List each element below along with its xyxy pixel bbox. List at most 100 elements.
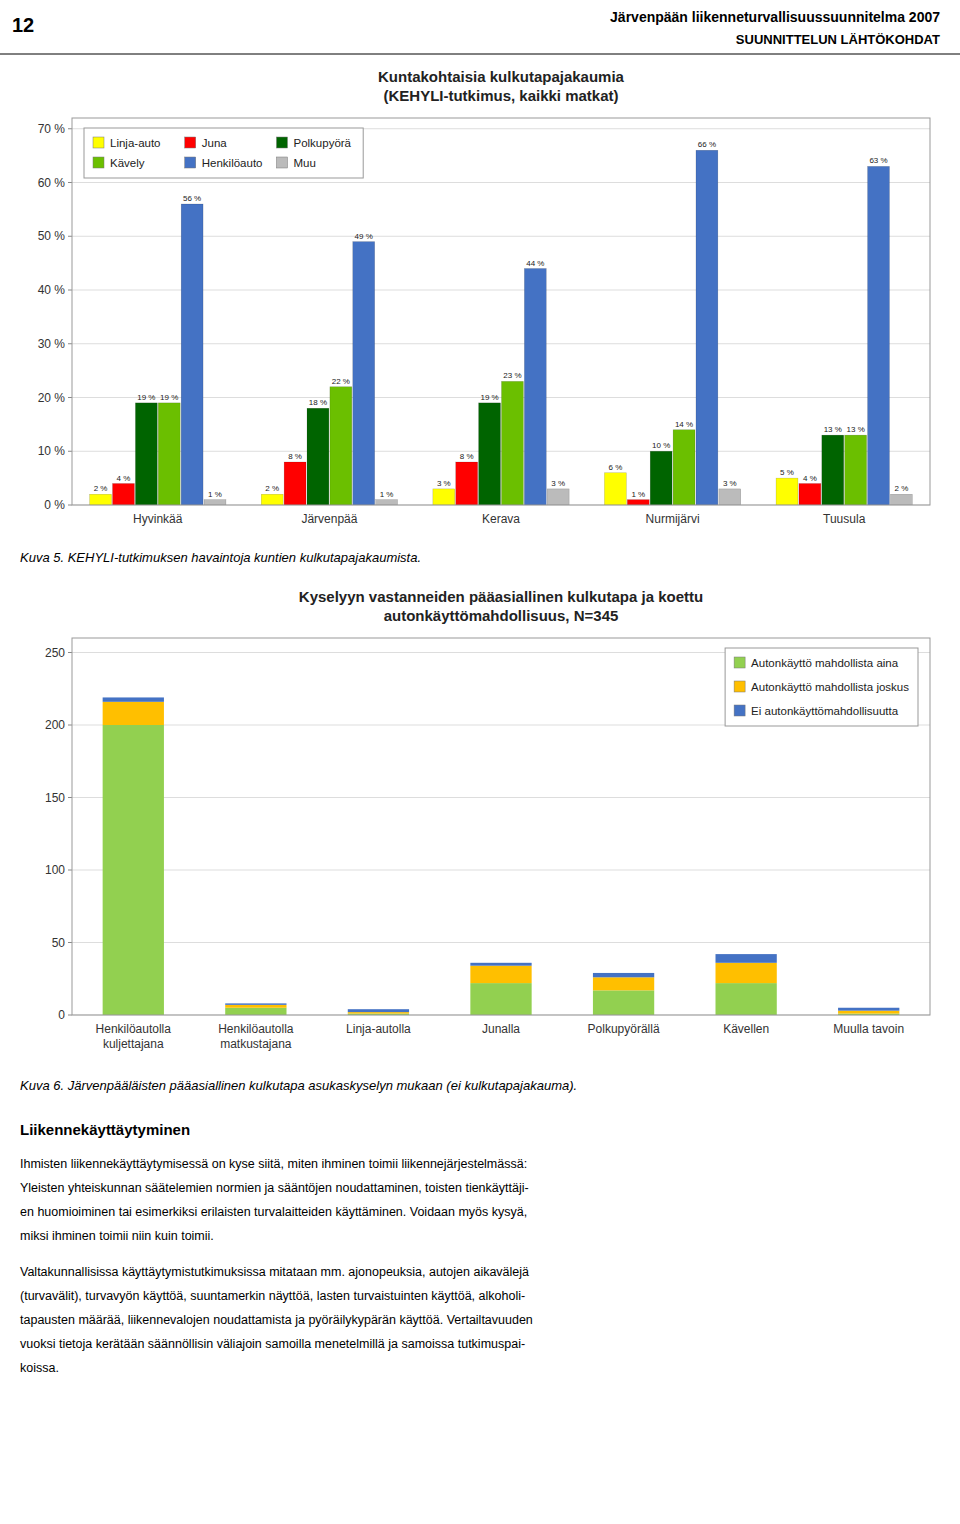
data-label: 8 % xyxy=(288,452,302,461)
bar xyxy=(822,435,844,505)
legend-label: Autonkäyttö mahdollista joskus xyxy=(751,681,909,693)
data-label: 5 % xyxy=(780,468,794,477)
x-tick-label: Henkilöautollakuljettajana xyxy=(96,1022,172,1051)
bar xyxy=(353,242,375,505)
legend-label: Autonkäyttö mahdollista aina xyxy=(751,657,899,669)
bar xyxy=(261,494,283,505)
legend-label: Ei autonkäyttömahdollisuutta xyxy=(751,705,899,717)
body-text: en huomioiminen tai esimerkiksi erilaist… xyxy=(20,1205,527,1219)
data-label: 18 % xyxy=(309,398,327,407)
x-tick-label-line: Kävellen xyxy=(723,1022,769,1036)
legend-label: Muu xyxy=(293,157,315,169)
chart-subtitle: autonkäyttömahdollisuus, N=345 xyxy=(384,607,619,624)
y-tick-label: 10 % xyxy=(38,444,66,458)
bar xyxy=(673,430,695,505)
legend-label: Polkupyörä xyxy=(293,137,351,149)
bar xyxy=(716,983,777,1015)
y-tick xyxy=(68,236,72,237)
y-tick-label: 200 xyxy=(45,718,65,732)
data-label: 49 % xyxy=(355,232,373,241)
x-tick-label-line: Henkilöautolla xyxy=(218,1022,294,1036)
y-tick-label: 50 xyxy=(52,936,66,950)
bar xyxy=(470,966,531,983)
legend-box xyxy=(725,648,918,726)
legend-item: Henkilöauto xyxy=(185,157,263,169)
y-tick xyxy=(68,505,72,506)
grid xyxy=(72,129,930,505)
bar xyxy=(307,408,329,505)
bar xyxy=(225,1003,286,1004)
bar xyxy=(547,489,569,505)
x-tick-label: Junalla xyxy=(482,1022,520,1036)
bar xyxy=(719,489,741,505)
y-tick xyxy=(68,182,72,183)
bar xyxy=(348,1012,409,1013)
y-tick xyxy=(68,797,72,798)
data-label: 1 % xyxy=(380,490,394,499)
data-label: 3 % xyxy=(551,479,565,488)
chart-subtitle: (KEHYLI-tutkimus, kaikki matkat) xyxy=(383,87,618,104)
bar xyxy=(113,484,135,506)
y-tick-label: 150 xyxy=(45,791,65,805)
x-tick-label: Henkilöautollamatkustajana xyxy=(218,1022,294,1051)
data-label: 4 % xyxy=(803,474,817,483)
data-label: 22 % xyxy=(332,377,350,386)
bar xyxy=(433,489,455,505)
x-tick-label-line: Kerava xyxy=(482,512,520,526)
x-tick-label: Tuusula xyxy=(823,512,866,526)
y-tick xyxy=(68,451,72,452)
bar xyxy=(103,725,164,1015)
bar xyxy=(225,1008,286,1015)
legend-box xyxy=(84,128,363,178)
bar xyxy=(845,435,867,505)
legend-item: Kävely xyxy=(93,157,145,169)
y-tick xyxy=(68,290,72,291)
data-label: 44 % xyxy=(526,259,544,268)
legend-swatch xyxy=(93,157,104,168)
legend-item: Autonkäyttö mahdollista joskus xyxy=(734,681,909,693)
bars xyxy=(103,697,900,1015)
legend-item: Juna xyxy=(185,137,228,149)
section-title: Liikennekäyttäytyminen xyxy=(20,1121,190,1138)
y-tick-label: 70 % xyxy=(38,122,66,136)
legend-item: Polkupyörä xyxy=(276,137,351,149)
bar xyxy=(716,954,777,963)
header: 12Järvenpään liikenneturvallisuussuunnit… xyxy=(0,9,960,54)
bar xyxy=(604,473,626,505)
bar xyxy=(716,963,777,983)
data-labels: 2 %2 %3 %6 %5 %4 %8 %8 %1 %4 %19 %18 %19… xyxy=(94,140,909,498)
x-tick-label: Kävellen xyxy=(723,1022,769,1036)
bar xyxy=(330,387,352,505)
legend-swatch xyxy=(734,705,745,716)
legend-label: Juna xyxy=(202,137,228,149)
bar xyxy=(776,478,798,505)
bar xyxy=(593,977,654,990)
bar xyxy=(838,1008,899,1011)
legend-swatch xyxy=(734,681,745,692)
grid-line xyxy=(72,797,930,798)
bar xyxy=(158,403,180,505)
body-text: miksi ihminen toimii niin kuin toimii. xyxy=(20,1229,214,1243)
data-label: 63 % xyxy=(869,156,887,165)
data-label: 10 % xyxy=(652,441,670,450)
bar xyxy=(181,204,203,505)
data-label: 19 % xyxy=(160,393,178,402)
data-label: 2 % xyxy=(265,484,279,493)
x-tick-label: Kerava xyxy=(482,512,520,526)
header-title: Järvenpään liikenneturvallisuussuunnitel… xyxy=(610,9,940,25)
legend-swatch xyxy=(276,137,287,148)
text-section: LiikennekäyttäytyminenIhmisten liikennek… xyxy=(20,1121,533,1375)
y-tick-label: 50 % xyxy=(38,229,66,243)
x-tick-label-line: Muulla tavoin xyxy=(833,1022,904,1036)
data-label: 1 % xyxy=(631,490,645,499)
grid-line xyxy=(72,870,930,871)
bar xyxy=(502,381,524,505)
y-tick xyxy=(68,942,72,943)
bar xyxy=(376,500,398,505)
data-label: 2 % xyxy=(94,484,108,493)
plot-frame xyxy=(72,638,930,1015)
x-tick-label-line: Järvenpää xyxy=(301,512,357,526)
y-tick-label: 0 % xyxy=(44,498,65,512)
page: 12Järvenpään liikenneturvallisuussuunnit… xyxy=(0,0,960,1524)
bar xyxy=(890,494,912,505)
